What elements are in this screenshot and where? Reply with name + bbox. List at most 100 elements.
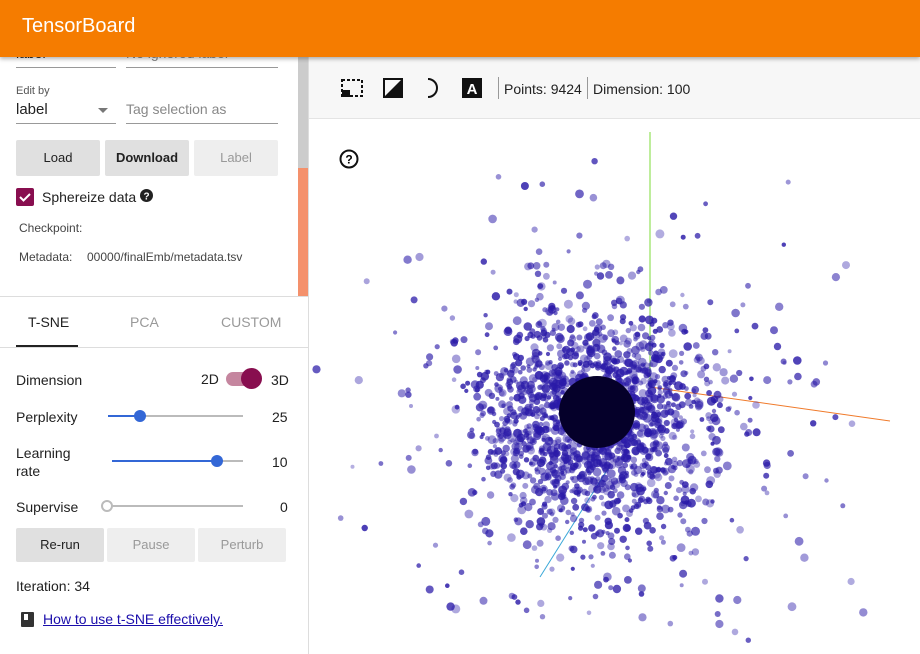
point: [638, 315, 646, 323]
perturb-button[interactable]: Perturb: [198, 528, 286, 562]
point: [544, 361, 554, 371]
point: [481, 516, 491, 526]
point: [526, 380, 535, 389]
point: [516, 469, 525, 479]
point: [643, 372, 650, 379]
tsne-help-link[interactable]: How to use t-SNE effectively.: [43, 611, 223, 627]
perplexity-track[interactable]: [108, 415, 243, 417]
ignored-field[interactable]: No ignored label: [126, 57, 278, 68]
point: [773, 342, 782, 351]
point: [650, 416, 657, 422]
point: [695, 495, 702, 503]
point: [568, 596, 573, 601]
tag-field[interactable]: Tag selection as: [126, 101, 278, 124]
point: [749, 376, 754, 382]
point: [625, 337, 632, 345]
learning-rate-knob[interactable]: [211, 455, 223, 467]
point: [794, 536, 804, 546]
point: [479, 434, 484, 440]
download-button[interactable]: Download: [105, 140, 189, 176]
tab-tsne[interactable]: T-SNE: [28, 314, 70, 330]
point: [701, 517, 708, 525]
point: [624, 442, 631, 449]
select-icon[interactable]: [341, 79, 363, 99]
point: [575, 346, 581, 352]
point: [565, 383, 570, 388]
sphereize-checkbox[interactable]: [16, 188, 34, 206]
point: [545, 391, 550, 396]
point: [557, 356, 563, 361]
point: [524, 403, 533, 412]
scatter-canvas[interactable]: ?: [309, 119, 920, 654]
point: [763, 472, 770, 479]
point: [531, 355, 540, 364]
pause-button[interactable]: Pause: [107, 528, 195, 562]
edit-by-label: Edit by: [16, 85, 50, 97]
point: [618, 473, 626, 481]
edit-by-select[interactable]: label: [16, 101, 116, 124]
point: [676, 543, 686, 552]
point: [636, 269, 641, 275]
supervise-track[interactable]: [108, 505, 243, 507]
point: [513, 461, 521, 469]
point: [705, 499, 715, 508]
tab-pca[interactable]: PCA: [130, 314, 159, 330]
point: [600, 501, 606, 507]
point: [812, 378, 821, 386]
point: [656, 326, 664, 333]
label-field[interactable]: label: [16, 57, 116, 68]
moon-icon[interactable]: [424, 78, 442, 98]
point: [637, 497, 644, 504]
point: [605, 480, 614, 490]
night-icon[interactable]: [383, 78, 403, 98]
point: [541, 437, 546, 442]
point: [527, 473, 533, 479]
scrollbar-thumb[interactable]: [298, 168, 308, 296]
point: [695, 403, 703, 411]
point: [484, 369, 489, 374]
point: [529, 477, 537, 484]
point: [649, 432, 658, 440]
load-button[interactable]: Load: [16, 140, 100, 176]
dim-toggle-knob[interactable]: [241, 368, 262, 389]
point: [434, 344, 440, 350]
supervise-knob[interactable]: [101, 500, 113, 512]
point: [537, 318, 547, 328]
point: [634, 353, 642, 361]
tab-custom[interactable]: CUSTOM: [221, 314, 282, 330]
point: [656, 505, 662, 510]
point: [441, 305, 448, 312]
point: [547, 522, 556, 531]
point: [546, 381, 553, 388]
point: [573, 450, 581, 458]
label-button[interactable]: Label: [194, 140, 278, 176]
point: [451, 405, 461, 414]
point: [541, 383, 551, 393]
perplexity-knob[interactable]: [134, 410, 146, 422]
point: [535, 558, 539, 563]
point: [544, 436, 554, 446]
point: [659, 342, 665, 349]
point: [593, 352, 601, 360]
point: [584, 497, 591, 504]
point: [495, 174, 502, 180]
label-icon[interactable]: A: [462, 78, 482, 98]
point: [537, 599, 545, 607]
point: [634, 331, 641, 338]
point: [582, 527, 588, 533]
point: [624, 473, 630, 479]
point: [337, 515, 344, 521]
point: [515, 599, 521, 605]
help-button[interactable]: ?: [339, 149, 359, 169]
point: [686, 530, 693, 537]
rerun-button[interactable]: Re-run: [16, 528, 104, 562]
point: [565, 480, 570, 485]
point: [405, 391, 412, 398]
point: [553, 464, 558, 469]
point: [487, 448, 494, 455]
point: [702, 327, 709, 333]
point: [712, 349, 719, 356]
help-icon[interactable]: ?: [140, 189, 153, 202]
point: [567, 317, 576, 326]
tab-indicator: [16, 345, 78, 347]
